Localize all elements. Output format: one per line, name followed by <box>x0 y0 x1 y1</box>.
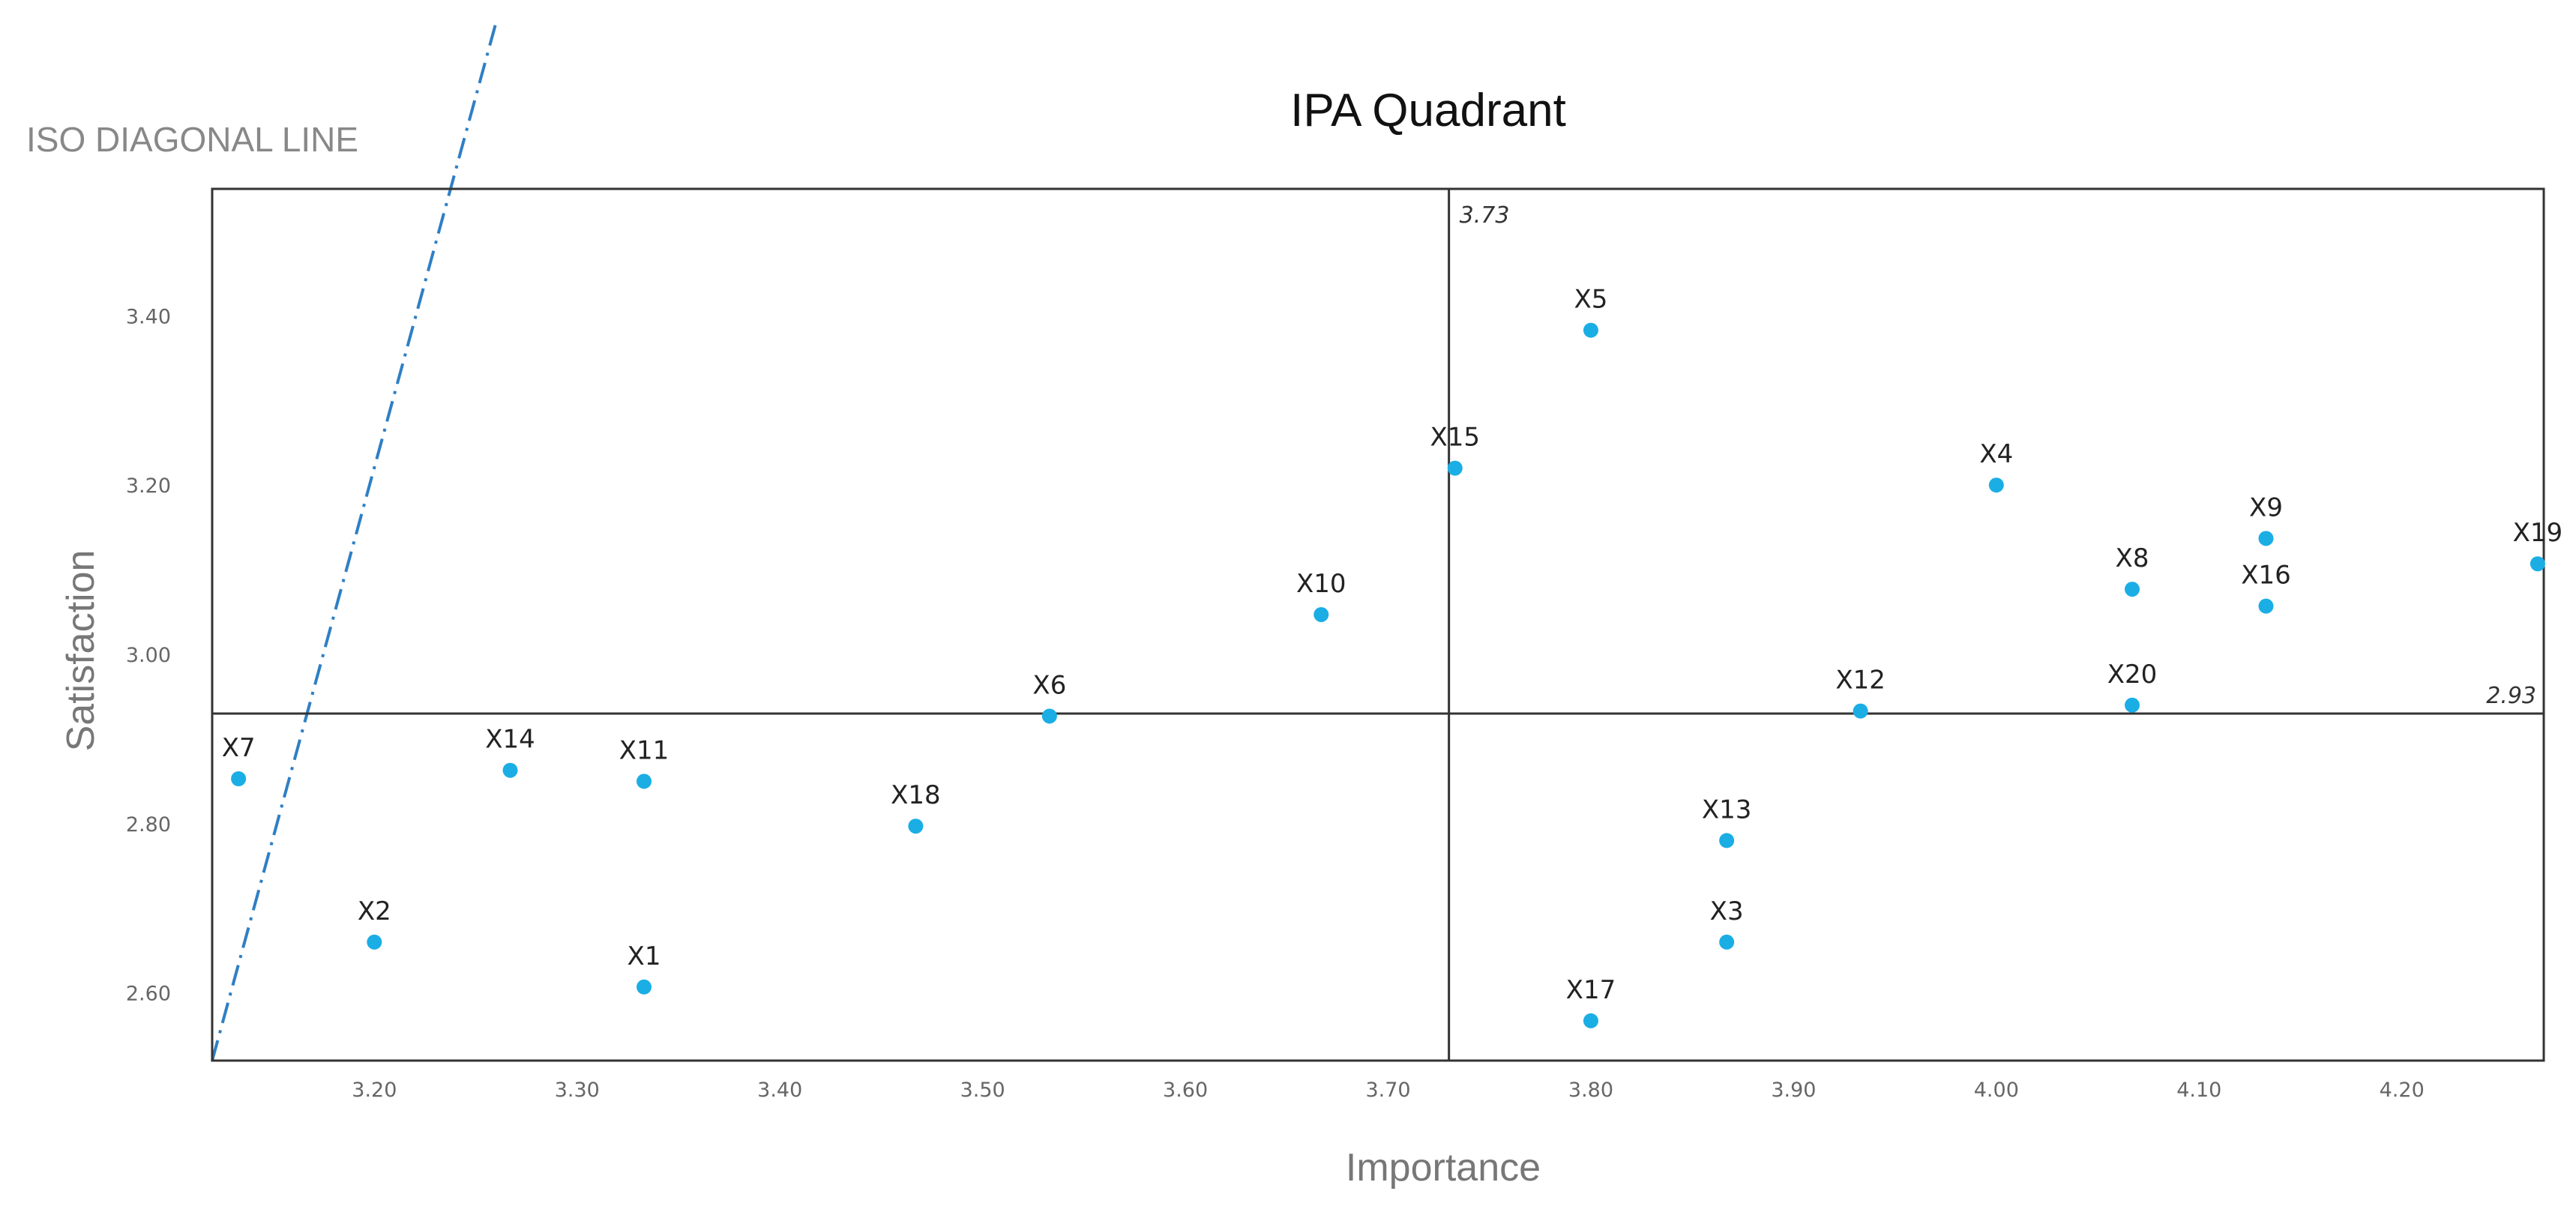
data-point-label: X4 <box>1979 439 2013 469</box>
data-point <box>1719 934 1735 950</box>
data-point-label: X17 <box>1566 975 1616 1005</box>
x-tick-label: 4.10 <box>2176 1079 2221 1102</box>
x-tick-label: 3.90 <box>1771 1079 1816 1102</box>
data-point-label: X1 <box>628 941 661 971</box>
data-point-label: X18 <box>891 780 941 810</box>
satisfaction-mean-label: 2.93 <box>2486 683 2536 709</box>
x-tick-label: 4.20 <box>2380 1079 2425 1102</box>
data-point-label: X10 <box>1296 569 1346 599</box>
data-point-label: X14 <box>485 725 535 755</box>
x-axis-title: Importance <box>1346 1146 1541 1190</box>
data-point <box>231 771 247 787</box>
data-point <box>1988 477 2004 493</box>
data-point <box>2258 531 2274 546</box>
data-point <box>1313 606 1329 622</box>
data-point-label: X13 <box>1702 795 1752 824</box>
x-tick-label: 3.30 <box>555 1079 600 1102</box>
data-point-label: X16 <box>2241 561 2291 591</box>
data-point-label: X9 <box>2249 492 2283 522</box>
data-point <box>1853 703 1868 719</box>
data-point <box>908 818 924 834</box>
x-tick-label: 4.00 <box>1974 1079 2019 1102</box>
y-tick-label: 3.40 <box>126 305 171 328</box>
data-point <box>2125 697 2140 713</box>
data-point <box>367 934 382 950</box>
data-point <box>502 762 518 778</box>
chart-title: IPA Quadrant <box>1290 85 1566 136</box>
data-point-label: X11 <box>619 735 669 765</box>
data-point <box>1041 708 1057 724</box>
data-point-label: X15 <box>1430 423 1480 453</box>
data-point-label: X2 <box>358 896 391 926</box>
data-point <box>637 774 652 789</box>
x-tick-label: 3.60 <box>1163 1079 1208 1102</box>
y-tick-label: 3.00 <box>126 644 171 667</box>
data-point-label: X8 <box>2116 543 2149 573</box>
x-tick-label: 3.50 <box>960 1079 1005 1102</box>
y-tick-label: 3.20 <box>126 474 171 498</box>
x-tick-label: 3.80 <box>1568 1079 1613 1102</box>
y-tick-label: 2.60 <box>126 983 171 1006</box>
data-point-label: X5 <box>1574 285 1607 315</box>
iso-diagonal-label: ISO DIAGONAL LINE <box>26 120 358 159</box>
data-point-label: X6 <box>1032 670 1066 700</box>
data-point-label: X20 <box>2107 660 2158 690</box>
y-tick-label: 2.80 <box>126 813 171 836</box>
x-tick-label: 3.70 <box>1365 1079 1410 1102</box>
data-point-label: X19 <box>2513 518 2563 548</box>
x-tick-label: 3.20 <box>352 1079 397 1102</box>
data-point <box>2530 556 2545 572</box>
data-point <box>2125 582 2140 597</box>
data-point <box>637 979 652 995</box>
plot-frame <box>211 187 2545 1062</box>
data-point <box>1583 322 1598 338</box>
data-point-label: X3 <box>1710 896 1744 926</box>
data-point-label: X7 <box>222 733 256 763</box>
data-point <box>1719 833 1735 848</box>
data-point <box>2258 598 2274 614</box>
data-point-label: X12 <box>1835 666 1886 696</box>
data-point <box>1583 1013 1598 1028</box>
importance-mean-label: 3.73 <box>1460 202 1510 229</box>
iso-diagonal-line <box>211 18 499 1061</box>
x-tick-label: 3.40 <box>757 1079 802 1102</box>
data-point <box>1447 460 1463 476</box>
y-axis-title: Satisfaction <box>59 550 103 752</box>
